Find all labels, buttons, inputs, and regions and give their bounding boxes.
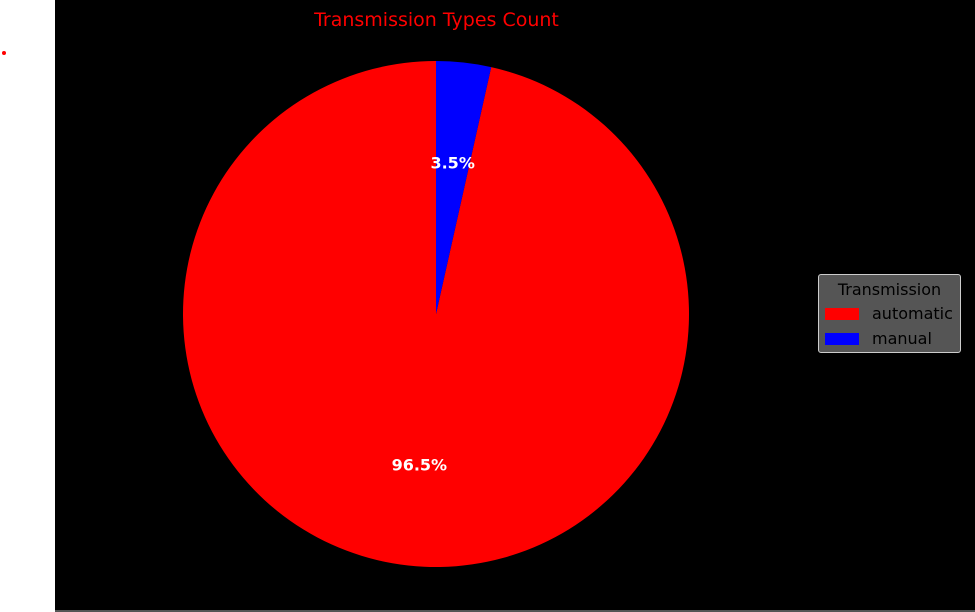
legend-item-automatic: automatic [825,304,960,324]
stray-marker [2,51,6,55]
pie-label-automatic: 96.5% [392,455,448,474]
legend-swatch-automatic [825,308,859,320]
legend-label-automatic: automatic [872,304,953,323]
pie-slice-manual [436,61,492,314]
legend-swatch-manual [825,333,859,345]
legend-label-manual: manual [872,329,932,348]
legend-title: Transmission [837,280,942,299]
pie-slice-automatic [183,61,689,568]
legend-item-manual: manual [825,329,960,349]
left-margin [0,0,55,612]
pie-label-manual: 3.5% [430,154,474,173]
plot-bottom-edge [55,610,975,612]
chart-title: Transmission Types Count [314,9,559,31]
chart-legend: Transmission automatic manual [818,274,961,353]
